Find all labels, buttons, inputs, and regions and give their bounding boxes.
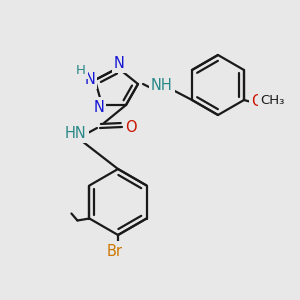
- Text: O: O: [125, 119, 137, 134]
- Text: HN: HN: [65, 125, 87, 140]
- Text: N: N: [85, 71, 95, 86]
- Text: O: O: [251, 94, 263, 109]
- Text: N: N: [94, 100, 104, 115]
- Text: CH₃: CH₃: [260, 94, 284, 106]
- Text: N: N: [114, 56, 124, 70]
- Text: NH: NH: [151, 79, 173, 94]
- Text: H: H: [76, 64, 86, 76]
- Text: Br: Br: [107, 244, 123, 259]
